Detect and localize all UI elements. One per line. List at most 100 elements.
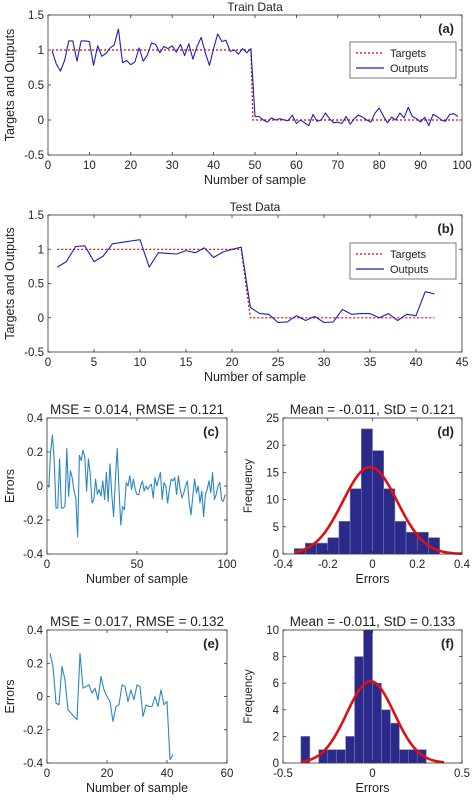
series-line-outputs <box>51 28 459 127</box>
x-tick-label: -0.4 <box>273 559 293 571</box>
x-tick-label: 0.4 <box>454 559 471 571</box>
legend-entry: Targets <box>390 48 427 60</box>
x-tick-label: 45 <box>456 357 469 369</box>
chart-title: Mean = -0.011, StD = 0.133 <box>290 614 456 629</box>
chart-title: Test Data <box>230 200 281 214</box>
normal-fit-curve <box>293 465 462 555</box>
y-tick-label: -0.2 <box>23 725 43 737</box>
y-tick-label: 0 <box>273 549 279 561</box>
histogram-bar <box>349 488 362 555</box>
error-series-line <box>48 434 226 538</box>
y-tick-label: 25 <box>266 413 279 425</box>
histogram-bar <box>327 749 337 764</box>
x-tick-label: 10 <box>134 357 147 369</box>
panel-label: (e) <box>203 636 219 651</box>
x-tick-label: 30 <box>166 160 179 172</box>
histogram-bar <box>345 736 355 764</box>
y-tick-label: 0 <box>273 758 279 770</box>
y-tick-label: 0 <box>38 115 44 127</box>
x-axis-label: Number of sample <box>204 173 306 187</box>
y-tick-label: 1.5 <box>28 210 44 222</box>
y-tick-label: 4 <box>273 705 280 717</box>
y-tick-label: 0.2 <box>27 447 43 459</box>
legend-box <box>349 242 457 280</box>
x-tick-label: -0.2 <box>318 559 338 571</box>
y-tick-label: -0.4 <box>23 758 43 770</box>
series-line-targets <box>52 49 458 121</box>
y-tick-label: 1 <box>38 244 44 256</box>
y-tick-label: 10 <box>266 625 279 637</box>
y-tick-label: -0.5 <box>24 150 44 162</box>
x-axis-label: Number of sample <box>86 781 188 795</box>
y-tick-label: 20 <box>266 440 279 452</box>
x-tick-label: -0.5 <box>273 768 293 780</box>
legend: Targets Outputs <box>349 41 457 79</box>
x-axis-label: Errors <box>355 781 389 795</box>
panel-d: -0.4 -0.2 0 0.2 0.4 0 5 10 15 20 25 Mean = -0.011, … <box>243 402 471 586</box>
panel-label: (c) <box>203 424 219 439</box>
plot-area <box>47 630 227 763</box>
y-tick-label: -0.2 <box>23 515 43 527</box>
histogram-bar <box>372 450 384 555</box>
panel-label: (f) <box>441 636 454 651</box>
panel-c: 0 50 100 -0.4 -0.2 0 0.2 0.4 MSE = 0.014, RMSE =… <box>3 402 237 586</box>
histogram-bar <box>361 428 373 555</box>
histogram-bar <box>394 521 407 555</box>
x-tick-label: 60 <box>221 768 234 780</box>
y-tick-label: -0.5 <box>24 347 44 359</box>
x-tick-label: 0 <box>45 160 51 172</box>
x-tick-label: 100 <box>217 559 236 571</box>
histogram-bar <box>390 722 400 764</box>
legend-entry: Outputs <box>390 63 429 75</box>
y-tick-label: 8 <box>273 652 279 664</box>
histogram-bar <box>383 488 396 555</box>
y-tick-label: 0 <box>37 692 43 704</box>
x-tick-label: 40 <box>207 160 220 172</box>
histogram-bar <box>336 749 346 764</box>
panel-label: (b) <box>437 221 454 236</box>
y-tick-label: 1.5 <box>28 10 44 22</box>
histogram-bar <box>354 656 364 764</box>
x-tick-label: 30 <box>318 357 331 369</box>
y-axis-label: Frequency <box>243 459 255 514</box>
legend-entry: Outputs <box>390 264 429 276</box>
legend-entry: Targets <box>390 249 427 261</box>
legend: Targets Outputs <box>349 242 457 280</box>
histogram-bar <box>327 537 340 555</box>
chart-title: Train Data <box>227 0 283 14</box>
x-tick-label: 0 <box>369 559 375 571</box>
panel-a: 0 10 20 30 40 50 60 70 80 90 100-0.500.511.5Train … <box>3 0 472 187</box>
x-tick-label: 15 <box>180 357 193 369</box>
histogram-bar <box>372 682 382 764</box>
legend-box <box>349 41 457 79</box>
x-tick-label: 0 <box>369 768 375 780</box>
y-tick-label: 0.4 <box>27 413 44 425</box>
y-axis-label: Targets and Outputs <box>3 29 17 142</box>
x-tick-label: 70 <box>331 160 344 172</box>
panel-e: 0 20 40 60 -0.4 -0.2 0 0.2 0.4 MSE = 0.017, RMSE … <box>3 614 233 795</box>
x-tick-label: 0.5 <box>454 768 470 780</box>
y-tick-label: 0.5 <box>28 279 44 291</box>
x-axis-label: Errors <box>355 572 389 586</box>
x-tick-label: 35 <box>364 357 377 369</box>
histogram-bar <box>407 749 418 764</box>
y-tick-label: 5 <box>273 522 279 534</box>
series-line-outputs <box>56 239 435 324</box>
y-axis-label: Targets and Outputs <box>3 227 17 340</box>
y-tick-label: 0 <box>37 481 43 493</box>
histogram-bar <box>399 749 409 764</box>
plot-area <box>48 15 462 155</box>
panel-label: (d) <box>437 424 454 439</box>
x-tick-label: 50 <box>131 559 144 571</box>
chart-title: MSE = 0.014, RMSE = 0.121 <box>50 402 224 417</box>
plot-area <box>48 215 462 352</box>
x-tick-label: 20 <box>226 357 239 369</box>
x-tick-label: 5 <box>91 357 97 369</box>
panel-label: (a) <box>438 21 454 36</box>
y-tick-label: 0.4 <box>27 625 44 637</box>
x-tick-label: 40 <box>161 768 174 780</box>
x-tick-label: 90 <box>414 160 427 172</box>
histogram-bar <box>338 521 351 555</box>
x-tick-label: 100 <box>452 160 471 172</box>
